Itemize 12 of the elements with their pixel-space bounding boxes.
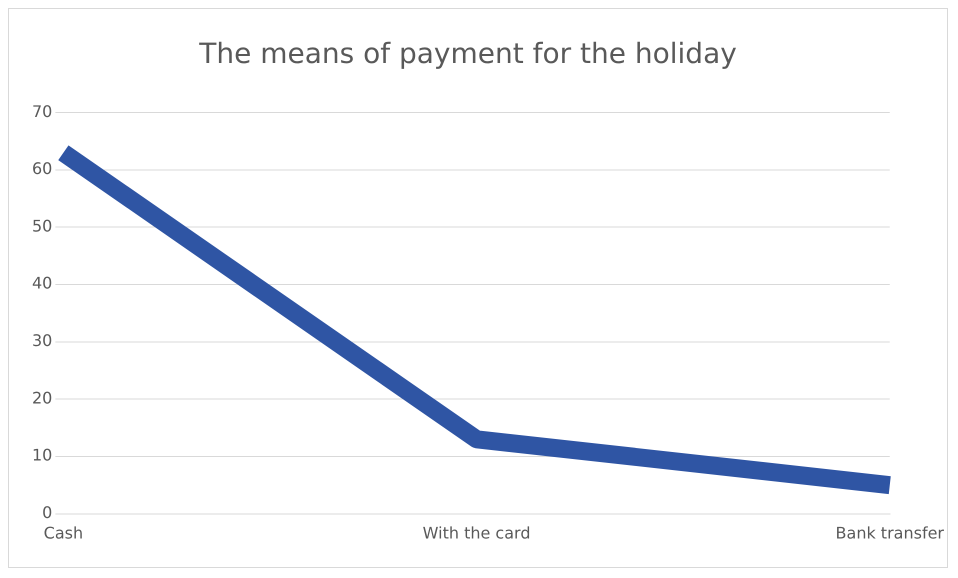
y-tick-label: 50 (32, 216, 52, 236)
y-tick-label: 40 (32, 274, 52, 293)
y-tick-label: 20 (32, 388, 52, 408)
y-tick-label: 0 (42, 502, 52, 522)
y-tick-label: 70 (32, 102, 52, 121)
x-tick-label: Bank transfer (836, 524, 944, 543)
y-tick-label: 30 (32, 331, 52, 350)
x-tick-label: Cash (44, 524, 84, 543)
y-tick-label: 60 (32, 159, 52, 178)
y-tick-label: 10 (32, 446, 52, 465)
chart-title: The means of payment for the holiday (198, 37, 737, 70)
x-tick-label: With the card (422, 524, 530, 543)
